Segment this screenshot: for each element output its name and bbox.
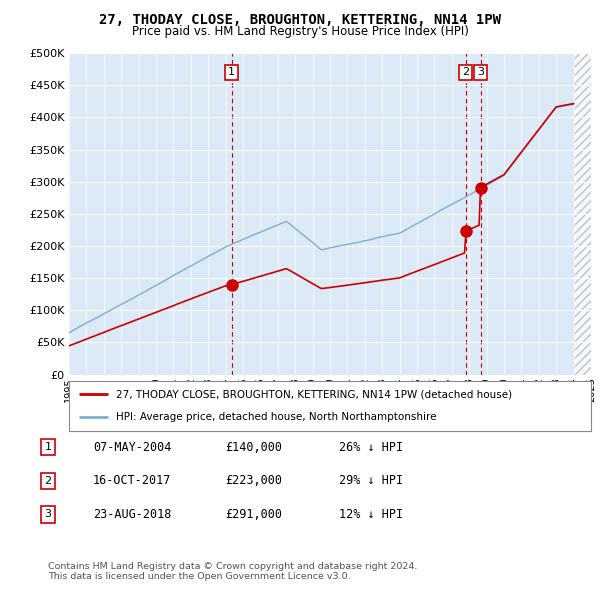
Text: Contains HM Land Registry data © Crown copyright and database right 2024.
This d: Contains HM Land Registry data © Crown c… [48, 562, 418, 581]
Text: 12% ↓ HPI: 12% ↓ HPI [339, 508, 403, 521]
Text: 29% ↓ HPI: 29% ↓ HPI [339, 474, 403, 487]
Text: 1: 1 [44, 442, 52, 452]
Text: 2: 2 [462, 67, 469, 77]
Text: 26% ↓ HPI: 26% ↓ HPI [339, 441, 403, 454]
Text: 27, THODAY CLOSE, BROUGHTON, KETTERING, NN14 1PW (detached house): 27, THODAY CLOSE, BROUGHTON, KETTERING, … [116, 389, 512, 399]
Text: 23-AUG-2018: 23-AUG-2018 [93, 508, 172, 521]
Bar [574, 53, 591, 375]
Text: 3: 3 [477, 67, 484, 77]
Text: 16-OCT-2017: 16-OCT-2017 [93, 474, 172, 487]
Text: 3: 3 [44, 510, 52, 519]
Text: Price paid vs. HM Land Registry's House Price Index (HPI): Price paid vs. HM Land Registry's House … [131, 25, 469, 38]
Text: HPI: Average price, detached house, North Northamptonshire: HPI: Average price, detached house, Nort… [116, 412, 436, 422]
Text: £223,000: £223,000 [225, 474, 282, 487]
Text: 07-MAY-2004: 07-MAY-2004 [93, 441, 172, 454]
Text: £140,000: £140,000 [225, 441, 282, 454]
Text: 1: 1 [228, 67, 235, 77]
Text: £291,000: £291,000 [225, 508, 282, 521]
Text: 27, THODAY CLOSE, BROUGHTON, KETTERING, NN14 1PW: 27, THODAY CLOSE, BROUGHTON, KETTERING, … [99, 13, 501, 27]
Text: 2: 2 [44, 476, 52, 486]
